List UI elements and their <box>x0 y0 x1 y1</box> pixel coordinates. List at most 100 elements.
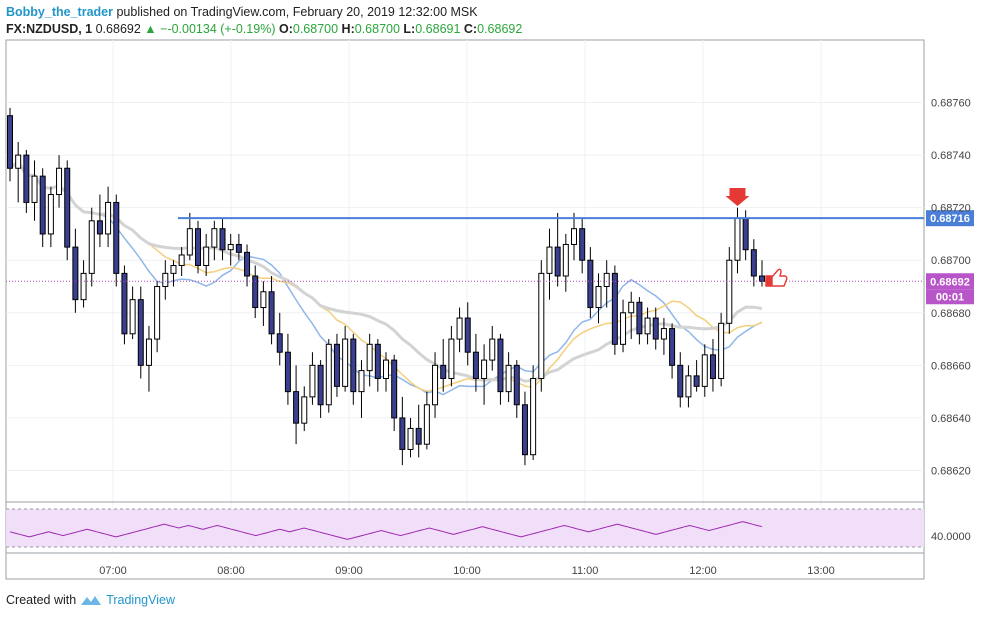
y-tick-label-6: 0.68640 <box>931 413 971 425</box>
candle-body-28 <box>235 243 242 253</box>
oscillator-level-label: 40.0000 <box>931 531 971 543</box>
candle-body-70 <box>579 228 586 261</box>
candle-body-68 <box>562 243 569 277</box>
candle-body-90 <box>742 217 749 251</box>
candle-body-53 <box>440 364 447 379</box>
published-text: published on TradingView.com, February 2… <box>116 5 478 19</box>
candle-body-81 <box>669 328 676 366</box>
candle-body-62 <box>513 364 520 406</box>
current-price-tag <box>926 273 974 290</box>
tradingview-brand[interactable]: TradingView <box>106 593 175 607</box>
y-tick-label-1: 0.68740 <box>931 150 971 162</box>
high-label: H: <box>341 22 355 36</box>
triangle-up-icon: ▲ <box>144 22 157 36</box>
candle-body-67 <box>554 246 561 277</box>
candle-body-66 <box>546 246 553 274</box>
footer: Created with TradingView <box>6 593 175 607</box>
candle-body-80 <box>660 328 667 340</box>
candle-body-59 <box>489 338 496 361</box>
y-tick-label-7: 0.68620 <box>931 465 971 477</box>
candle-body-79 <box>652 317 659 340</box>
candle-body-26 <box>219 228 226 251</box>
oscillator-line <box>9 521 763 540</box>
candle-body-4 <box>39 175 46 235</box>
candles <box>7 107 765 466</box>
close-value: 0.68692 <box>477 22 523 36</box>
y-tick-label-0: 0.68760 <box>931 98 971 110</box>
resistance-price-label: 0.68716 <box>930 213 970 225</box>
symbol-name: FX:NZDUSD, 1 <box>6 22 93 36</box>
markers <box>725 188 788 287</box>
candle-body-7 <box>64 167 71 248</box>
candle-body-52 <box>432 364 439 406</box>
candle-body-25 <box>211 228 218 248</box>
candle-body-33 <box>276 333 283 353</box>
candle-body-71 <box>587 259 594 309</box>
candle-body-40 <box>333 343 340 387</box>
candle-body-65 <box>538 272 545 379</box>
candle-body-58 <box>481 359 488 379</box>
candle-body-8 <box>72 246 79 301</box>
price-chart[interactable]: 0.68716 0.68692 00:01 0.68760 0.68740 0.6872… <box>0 0 988 590</box>
candle-body-18 <box>154 286 161 340</box>
candle-body-41 <box>342 338 349 387</box>
candle-body-3 <box>31 175 38 203</box>
candle-body-85 <box>701 354 708 387</box>
x-tick-label-0: 07:00 <box>99 565 127 577</box>
candle-body-48 <box>399 417 406 450</box>
candle-body-1 <box>15 154 22 169</box>
candle-body-88 <box>726 259 733 324</box>
candle-body-27 <box>227 243 234 251</box>
candle-body-73 <box>603 272 610 288</box>
candle-body-0 <box>7 115 13 169</box>
candle-body-44 <box>366 343 373 372</box>
x-tick-label-6: 13:00 <box>807 565 835 577</box>
candle-body-43 <box>358 370 365 393</box>
candle-body-89 <box>734 217 741 261</box>
axes: 0.68760 0.68740 0.68720 0.68700 0.68680 0.686… <box>6 98 971 577</box>
high-value: 0.68700 <box>354 22 400 36</box>
candle-body-87 <box>718 322 725 379</box>
candle-body-9 <box>80 272 87 301</box>
symbol-info: FX:NZDUSD, 1 0.68692 ▲ −-0.00134 (+-0.19… <box>6 22 522 36</box>
candle-body-50 <box>415 427 422 445</box>
close-label: C: <box>463 22 478 36</box>
candle-body-17 <box>145 338 152 366</box>
candle-body-69 <box>571 228 577 245</box>
candle-body-12 <box>105 201 112 235</box>
x-tick-label-2: 09:00 <box>335 565 363 577</box>
candle-body-19 <box>162 272 169 288</box>
candle-body-72 <box>595 286 602 309</box>
candle-body-38 <box>317 364 324 406</box>
candle-body-86 <box>709 354 716 379</box>
candle-body-75 <box>620 312 627 345</box>
y-tick-label-5: 0.68660 <box>931 360 971 372</box>
open-value: 0.68700 <box>292 22 339 36</box>
candle-body-83 <box>685 375 692 398</box>
candle-body-54 <box>448 338 455 379</box>
oscillator-band <box>6 509 924 547</box>
candle-body-15 <box>129 299 136 335</box>
candle-body-92 <box>759 275 765 282</box>
candle-body-5 <box>47 194 54 235</box>
candle-body-45 <box>374 343 381 379</box>
candle-body-24 <box>203 246 210 266</box>
candle-body-60 <box>497 338 504 393</box>
candle-body-22 <box>186 228 193 256</box>
candle-body-20 <box>170 264 177 274</box>
low-value: 0.68691 <box>415 22 461 36</box>
arrow-down-icon <box>725 188 750 206</box>
candle-body-29 <box>244 251 251 277</box>
candle-body-6 <box>56 167 63 196</box>
author-name[interactable]: Bobby_the_trader <box>6 5 113 19</box>
candle-body-14 <box>121 272 128 335</box>
candle-body-74 <box>611 272 618 345</box>
oscillator-pane <box>6 508 924 548</box>
candle-body-51 <box>423 404 430 445</box>
candle-body-34 <box>284 351 291 393</box>
resistance-price-tag <box>926 210 974 227</box>
countdown-label: 00:01 <box>936 291 964 303</box>
thumbs-up-cuff-icon <box>766 276 772 286</box>
candle-body-11 <box>96 220 103 235</box>
candle-body-10 <box>88 220 95 274</box>
